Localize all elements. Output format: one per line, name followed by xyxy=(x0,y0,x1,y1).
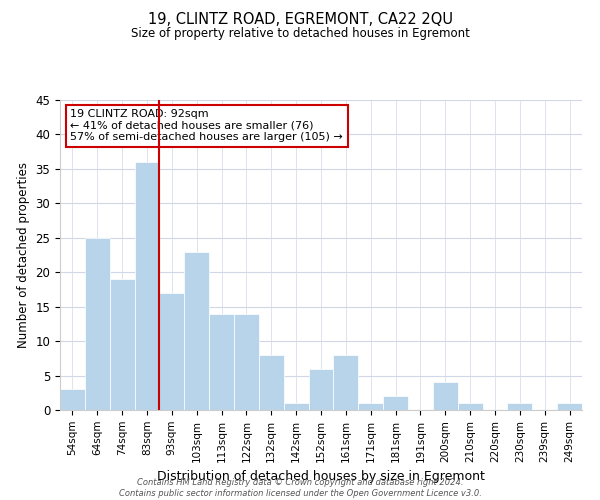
Bar xyxy=(308,368,334,410)
Bar xyxy=(234,314,259,410)
Y-axis label: Number of detached properties: Number of detached properties xyxy=(17,162,30,348)
Bar xyxy=(433,382,458,410)
Bar xyxy=(184,252,209,410)
Text: Contains HM Land Registry data © Crown copyright and database right 2024.
Contai: Contains HM Land Registry data © Crown c… xyxy=(119,478,481,498)
Text: 19 CLINTZ ROAD: 92sqm
← 41% of detached houses are smaller (76)
57% of semi-deta: 19 CLINTZ ROAD: 92sqm ← 41% of detached … xyxy=(70,110,343,142)
Bar xyxy=(383,396,408,410)
Text: 19, CLINTZ ROAD, EGREMONT, CA22 2QU: 19, CLINTZ ROAD, EGREMONT, CA22 2QU xyxy=(148,12,452,28)
X-axis label: Distribution of detached houses by size in Egremont: Distribution of detached houses by size … xyxy=(157,470,485,483)
Bar xyxy=(334,355,358,410)
Bar xyxy=(60,390,85,410)
Bar xyxy=(458,403,482,410)
Bar xyxy=(284,403,308,410)
Text: Size of property relative to detached houses in Egremont: Size of property relative to detached ho… xyxy=(131,28,469,40)
Bar xyxy=(134,162,160,410)
Bar xyxy=(508,403,532,410)
Bar xyxy=(209,314,234,410)
Bar xyxy=(85,238,110,410)
Bar xyxy=(160,293,184,410)
Bar xyxy=(557,403,582,410)
Bar xyxy=(358,403,383,410)
Bar xyxy=(259,355,284,410)
Bar xyxy=(110,279,134,410)
